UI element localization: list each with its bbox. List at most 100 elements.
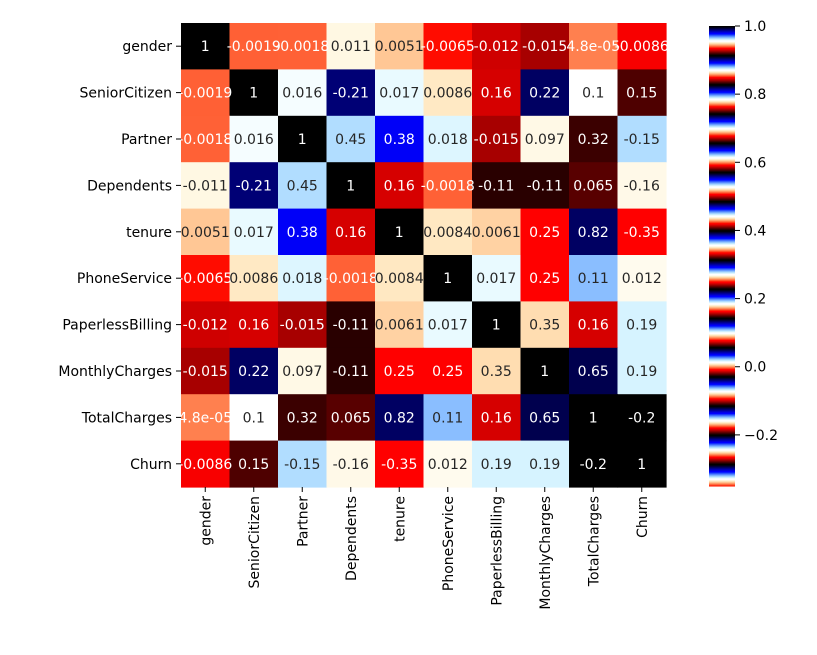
colorbar-strip xyxy=(709,389,735,391)
colorbar-strip xyxy=(709,374,735,376)
colorbar-strip xyxy=(709,70,735,72)
colorbar-strip xyxy=(709,156,735,158)
colorbar-strip xyxy=(709,280,735,282)
colorbar-strip xyxy=(709,463,735,465)
colorbar-strip xyxy=(709,350,735,352)
colorbar-strip xyxy=(709,395,735,397)
heatmap-cells xyxy=(181,23,667,488)
y-tick-label: TotalCharges xyxy=(81,410,172,426)
heatmap-cell xyxy=(423,347,473,395)
colorbar-strip xyxy=(709,117,735,119)
colorbar-strip xyxy=(709,88,735,90)
y-tick-label: Churn xyxy=(130,457,172,473)
heatmap-cell xyxy=(423,115,473,163)
x-tick-label: MonthlyCharges xyxy=(538,496,554,610)
colorbar-strip xyxy=(709,353,735,355)
heatmap-cell xyxy=(617,301,667,349)
heatmap-cell xyxy=(278,23,328,70)
cell-label: 0.011 xyxy=(331,39,371,55)
colorbar-strip xyxy=(709,446,735,448)
colorbar-strip xyxy=(709,223,735,225)
colorbar-strip xyxy=(709,77,735,79)
colorbar-strip xyxy=(709,135,735,137)
heatmap-cell xyxy=(229,394,279,442)
colorbar-strip xyxy=(709,141,735,143)
colorbar-strip xyxy=(709,85,735,87)
colorbar-strip xyxy=(709,40,735,42)
colorbar-strip xyxy=(709,51,735,53)
colorbar-strip xyxy=(709,183,735,185)
colorbar-strip xyxy=(709,475,735,477)
colorbar-strip xyxy=(709,169,735,171)
colorbar-strip xyxy=(709,251,735,253)
colorbar-strip xyxy=(709,485,735,487)
colorbar-strip xyxy=(709,200,735,202)
colorbar-strip xyxy=(709,242,735,244)
colorbar-strip xyxy=(709,97,735,99)
colorbar-strip xyxy=(709,440,735,442)
colorbar-strip xyxy=(709,173,735,175)
colorbar-strip xyxy=(709,296,735,298)
cell-label: -0.15 xyxy=(624,132,660,148)
colorbar-strip xyxy=(709,265,735,267)
colorbar-strip xyxy=(709,380,735,382)
colorbar-strip xyxy=(709,188,735,190)
colorbar-strip xyxy=(709,240,735,242)
cell-label: -0.0018 xyxy=(178,132,232,148)
colorbar-strip xyxy=(709,425,735,427)
colorbar-strip xyxy=(709,332,735,334)
colorbar-strip xyxy=(709,293,735,295)
colorbar-strip xyxy=(709,294,735,296)
cell-label: 0.0086 xyxy=(423,86,472,102)
colorbar-strip xyxy=(709,276,735,278)
colorbar-strip xyxy=(709,111,735,113)
colorbar-strip xyxy=(709,220,735,222)
colorbar-strip xyxy=(709,209,735,211)
colorbar-strip xyxy=(709,470,735,472)
colorbar-strip xyxy=(709,147,735,149)
colorbar-strip xyxy=(709,244,735,246)
colorbar-strip xyxy=(709,344,735,346)
colorbar-strip xyxy=(709,50,735,52)
colorbar-strip xyxy=(709,483,735,485)
y-tick-label: SeniorCitizen xyxy=(80,86,172,102)
colorbar-strip xyxy=(709,89,735,91)
colorbar-strip xyxy=(709,438,735,440)
colorbar-strip xyxy=(709,204,735,206)
colorbar-strip xyxy=(709,60,735,62)
colorbar-strip xyxy=(709,278,735,280)
colorbar-tick-label: 0.2 xyxy=(744,292,766,308)
heatmap-cell xyxy=(569,208,619,256)
colorbar-strip xyxy=(709,54,735,56)
colorbar-strip xyxy=(709,458,735,460)
cell-label: 0.065 xyxy=(331,410,371,426)
colorbar-strip xyxy=(709,82,735,84)
colorbar-strip xyxy=(709,364,735,366)
colorbar-strip xyxy=(709,314,735,316)
colorbar-strip xyxy=(709,176,735,178)
colorbar-strip xyxy=(709,289,735,291)
x-tick-label: Dependents xyxy=(344,496,360,581)
colorbar-strip xyxy=(709,58,735,60)
colorbar-strip xyxy=(709,179,735,181)
colorbar-strip xyxy=(709,461,735,463)
cell-label: -0.015 xyxy=(474,132,519,148)
colorbar-strip xyxy=(709,90,735,92)
colorbar-strip xyxy=(709,403,735,405)
colorbar-strip xyxy=(709,113,735,115)
colorbar-tick-label: 0.6 xyxy=(744,155,766,171)
colorbar-strip xyxy=(709,143,735,145)
colorbar-strip xyxy=(709,431,735,433)
colorbar-strip xyxy=(709,433,735,435)
colorbar-strip xyxy=(709,166,735,168)
cell-label: 0.0051 xyxy=(181,225,230,241)
colorbar-strip xyxy=(709,434,735,436)
x-axis: gender SeniorCitizen Partner Dependents tenu… xyxy=(198,487,651,610)
colorbar-strip xyxy=(709,388,735,390)
colorbar-strip xyxy=(709,337,735,339)
colorbar-strip xyxy=(709,148,735,150)
colorbar-strip xyxy=(709,227,735,229)
colorbar-strip xyxy=(709,415,735,417)
heatmap-cell xyxy=(229,115,279,163)
colorbar-strip xyxy=(709,445,735,447)
